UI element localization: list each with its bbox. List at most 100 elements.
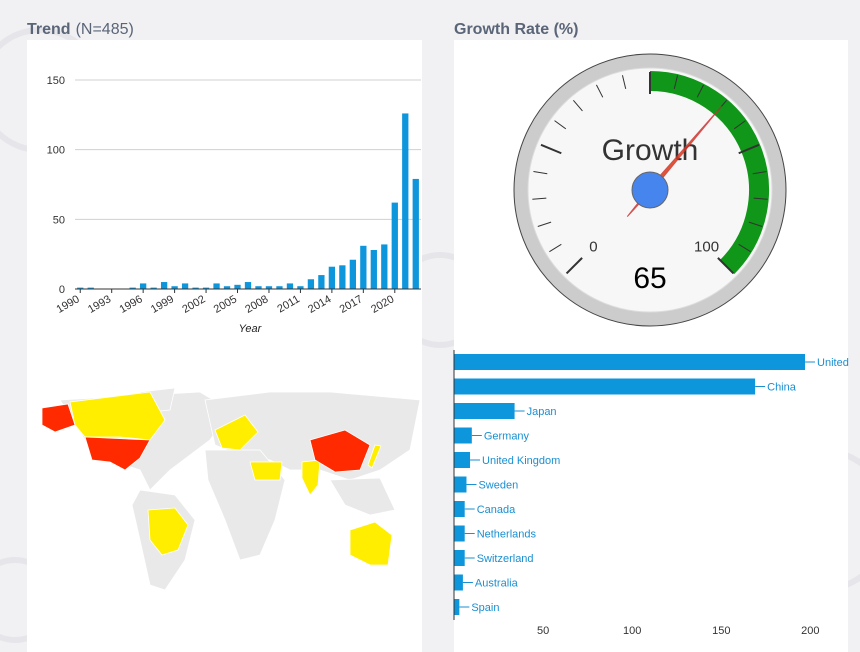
category-label: Australia bbox=[475, 578, 519, 590]
bar bbox=[454, 427, 472, 444]
bar bbox=[192, 287, 199, 289]
canada bbox=[69, 391, 166, 441]
minor-tick bbox=[673, 75, 679, 89]
bar bbox=[255, 286, 262, 289]
bar bbox=[412, 178, 419, 289]
x-axis-label: Year bbox=[239, 323, 263, 335]
bar bbox=[297, 286, 304, 289]
usa bbox=[84, 436, 151, 471]
minor-tick bbox=[696, 84, 705, 98]
bar bbox=[181, 283, 189, 289]
category-label: Japan bbox=[527, 406, 557, 418]
bar bbox=[370, 249, 377, 289]
minor-tick bbox=[748, 221, 763, 227]
x-tick-label: 50 bbox=[537, 625, 549, 637]
bar bbox=[244, 282, 252, 289]
category-label: Switzerland bbox=[477, 553, 534, 565]
bar bbox=[265, 286, 273, 289]
bar bbox=[318, 275, 325, 289]
bar bbox=[202, 287, 210, 289]
minor-tick bbox=[621, 75, 627, 89]
bar bbox=[213, 283, 220, 289]
minor-tick bbox=[537, 221, 552, 227]
x-tick-label: 150 bbox=[712, 625, 730, 637]
japan bbox=[367, 444, 382, 469]
minor-tick bbox=[532, 197, 547, 200]
china bbox=[309, 429, 371, 473]
bar bbox=[391, 202, 398, 289]
growth-title: Growth Rate (%) bbox=[454, 21, 578, 38]
bar bbox=[171, 286, 178, 289]
europe bbox=[214, 414, 259, 451]
minor-tick bbox=[752, 171, 767, 175]
category-label: United Kingdom bbox=[482, 455, 560, 467]
y-tick-label: 0 bbox=[59, 284, 65, 296]
alaska bbox=[41, 403, 76, 433]
minor-tick bbox=[738, 243, 751, 253]
bar bbox=[454, 599, 460, 615]
land bbox=[329, 477, 396, 516]
bar bbox=[349, 259, 356, 289]
category-label: Germany bbox=[484, 431, 530, 443]
bar bbox=[276, 286, 283, 289]
gauge-tick-label: 100 bbox=[694, 239, 719, 256]
bar bbox=[454, 574, 463, 591]
y-tick-label: 50 bbox=[53, 214, 65, 226]
trend-title: Trend (N=485) bbox=[27, 21, 134, 38]
category-label: United bbox=[817, 357, 849, 369]
minor-tick bbox=[533, 171, 548, 175]
gauge-tick-label: 0 bbox=[589, 239, 597, 256]
minor-tick bbox=[572, 99, 583, 112]
bar bbox=[454, 403, 515, 419]
bar bbox=[339, 265, 346, 289]
bar bbox=[454, 501, 465, 517]
bar bbox=[454, 378, 756, 395]
brazil bbox=[147, 507, 189, 556]
bar bbox=[87, 287, 94, 289]
middle-east bbox=[249, 461, 283, 481]
bar bbox=[360, 245, 367, 289]
major-tick bbox=[738, 143, 760, 155]
bar bbox=[307, 279, 315, 289]
bar bbox=[223, 286, 231, 289]
bar bbox=[234, 284, 241, 289]
bar bbox=[454, 476, 467, 493]
x-tick-label: 200 bbox=[801, 625, 819, 637]
bar bbox=[160, 282, 168, 289]
y-tick-label: 150 bbox=[47, 75, 65, 87]
x-tick-label: 100 bbox=[623, 625, 641, 637]
world-map bbox=[41, 387, 421, 591]
bar bbox=[150, 287, 157, 289]
major-tick bbox=[540, 143, 562, 155]
bar bbox=[454, 452, 471, 468]
bar bbox=[328, 266, 336, 289]
minor-tick bbox=[733, 120, 746, 130]
category-label: China bbox=[767, 382, 797, 394]
category-label: Spain bbox=[471, 602, 499, 614]
major-tick bbox=[717, 257, 735, 275]
category-label: Sweden bbox=[478, 480, 518, 492]
bar bbox=[286, 283, 294, 289]
australia bbox=[349, 521, 393, 566]
major-tick bbox=[565, 257, 583, 275]
subtitle-text: (N=485) bbox=[76, 21, 134, 38]
minor-tick bbox=[595, 84, 604, 98]
gauge-value: 65 bbox=[633, 262, 666, 295]
bar bbox=[381, 244, 388, 289]
bar bbox=[454, 525, 465, 542]
bar bbox=[129, 287, 136, 289]
minor-tick bbox=[554, 120, 567, 130]
title-text: Trend bbox=[27, 21, 71, 38]
y-tick-label: 100 bbox=[47, 145, 65, 157]
bar bbox=[140, 283, 147, 289]
bar bbox=[77, 287, 84, 289]
bar bbox=[454, 354, 806, 370]
category-label: Canada bbox=[477, 504, 516, 516]
minor-tick bbox=[549, 243, 562, 253]
bar bbox=[402, 113, 409, 289]
minor-tick bbox=[753, 197, 768, 200]
bar bbox=[454, 550, 465, 566]
category-label: Netherlands bbox=[477, 529, 537, 541]
